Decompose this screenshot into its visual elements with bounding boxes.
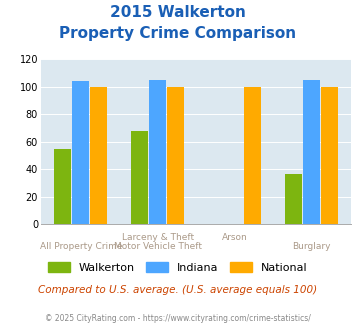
Bar bbox=[285, 174, 302, 224]
Legend: Walkerton, Indiana, National: Walkerton, Indiana, National bbox=[43, 258, 312, 278]
Bar bbox=[72, 82, 89, 224]
Bar bbox=[303, 80, 320, 224]
Bar bbox=[167, 87, 184, 224]
Text: Larceny & Theft: Larceny & Theft bbox=[122, 233, 194, 242]
Text: Motor Vehicle Theft: Motor Vehicle Theft bbox=[114, 242, 202, 250]
Bar bbox=[131, 131, 148, 224]
Bar bbox=[149, 80, 166, 224]
Text: Property Crime Comparison: Property Crime Comparison bbox=[59, 26, 296, 41]
Bar bbox=[244, 87, 261, 224]
Text: © 2025 CityRating.com - https://www.cityrating.com/crime-statistics/: © 2025 CityRating.com - https://www.city… bbox=[45, 314, 310, 323]
Text: All Property Crime: All Property Crime bbox=[39, 242, 122, 250]
Text: Burglary: Burglary bbox=[292, 242, 331, 250]
Text: 2015 Walkerton: 2015 Walkerton bbox=[110, 5, 245, 20]
Text: Compared to U.S. average. (U.S. average equals 100): Compared to U.S. average. (U.S. average … bbox=[38, 285, 317, 295]
Bar bbox=[91, 87, 107, 224]
Bar bbox=[321, 87, 338, 224]
Text: Arson: Arson bbox=[222, 233, 247, 242]
Bar bbox=[54, 149, 71, 224]
